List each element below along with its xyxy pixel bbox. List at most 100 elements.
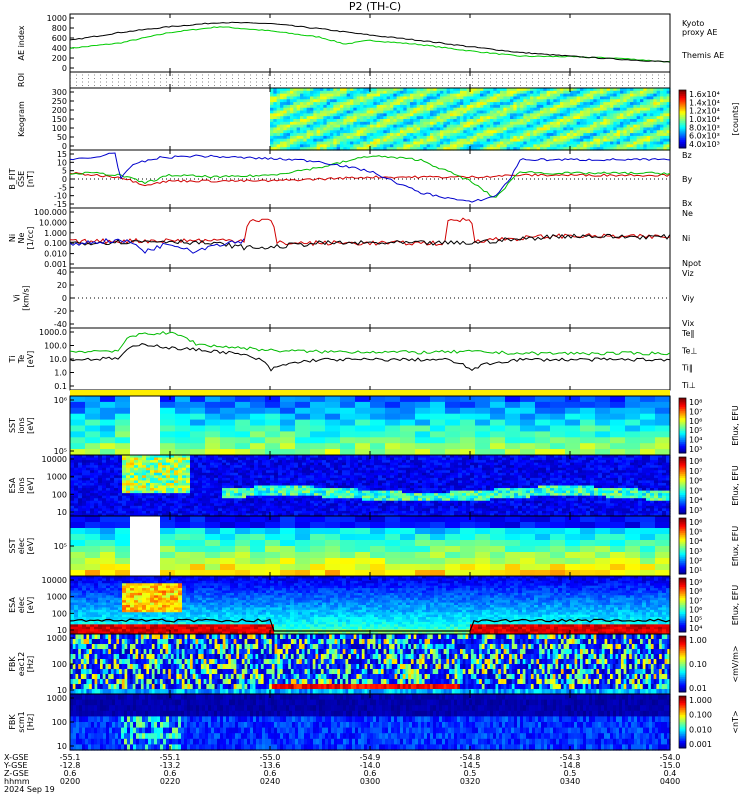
keogram-cell [286,96,291,100]
keogram-cell [383,147,388,151]
keogram-cell [556,104,561,109]
keogram-cell [353,96,358,100]
keogram-cell [340,96,344,100]
keogram-cell [583,135,588,140]
esa_ion-cell [186,455,191,459]
keogram-cell [553,138,558,143]
sst_ion-cell [175,401,191,409]
keogram-cell [590,102,594,106]
keogram-cell [323,127,328,131]
esa_ion-cell [206,485,211,489]
esa_ion-cell [306,467,311,471]
sst_ion-cell [115,431,131,438]
keogram-cell [543,99,548,103]
esa_ion-cell [134,503,139,507]
keogram-cell [440,107,444,112]
esa_ion-cell [150,503,155,507]
keogram-cell [323,135,328,140]
keogram-cell [306,107,311,112]
esa_ion-cell [302,460,307,464]
keogram-cell [370,127,374,131]
esa_ion-cell [134,477,139,482]
keogram-cell [583,88,588,92]
keogram-cell [653,104,658,109]
keogram-cell [280,93,284,98]
sst_ion-cell [565,443,581,450]
esa_ion-cell [130,510,135,515]
keogram-cell [276,127,281,131]
esa_ion-cell [134,457,139,461]
keogram-cell [503,141,508,145]
esa_ion-cell [186,510,191,515]
esa_ion-cell [146,488,151,492]
keogram-cell [413,135,418,140]
keogram-cell [540,107,544,112]
keogram-cell [610,93,614,98]
esa_ion-cell [114,503,119,507]
keogram-cell [600,113,604,117]
keogram-cell [430,113,434,117]
esa_ion-cell [290,510,295,515]
esa_ion-cell [194,510,199,515]
keogram-cell [360,127,364,131]
esa_ion-cell [246,513,251,517]
keogram-cell [560,113,564,117]
keogram-cell [556,88,561,92]
keogram-cell [560,133,564,137]
keogram-cell [383,88,388,92]
esa_ion-cell [70,470,75,474]
density-series-ne [69,217,671,247]
keogram-cell [553,93,558,98]
keogram-cell [603,93,608,98]
keogram-cell [440,135,444,140]
sst_ion-cell [190,425,206,432]
esa_ion-cell [82,503,87,507]
sst_ion-cell [355,413,371,421]
keogram-cell [316,107,321,112]
esa_ion-cell [162,472,167,476]
keogram-cell [576,130,581,134]
esa_ion-cell [70,513,75,517]
esa_ion-cell [134,455,139,459]
keogram-cell [396,90,401,95]
esa_ion-cell [74,467,79,471]
esa_ion-cell [190,470,195,474]
esa_ion-cell [274,490,279,494]
esa_ion-cell [274,467,279,471]
sst_ion-cell [100,401,116,409]
keogram-cell [396,99,401,103]
esa_ion-cell [190,475,195,479]
esa_ion-cell [214,500,219,504]
keogram-cell [573,141,578,145]
esa_ion-cell [310,460,315,464]
esa_ion-cell [278,488,283,492]
esa_ion-cell [254,485,259,489]
esa_ion-cell [266,475,271,479]
keogram-cell [403,93,408,98]
keogram-cell [570,135,574,140]
esa_ion-cell [318,513,323,517]
keogram-cell [510,133,514,137]
keogram-cell [500,119,504,123]
esa_ion-cell [238,498,243,502]
sst_ion-cell [340,431,356,438]
keogram-cell [293,135,298,140]
esa_ion-cell [174,505,179,509]
esa_ion-cell [74,488,79,492]
esa_ion-cell [154,465,159,469]
keogram-cell [526,141,531,145]
keogram-cell [653,133,658,137]
keogram-cell [476,88,481,92]
sst_ion-cell [295,425,311,432]
sst_ion-cell [145,413,161,421]
keogram-cell [523,135,528,140]
esa_ion-cell [166,482,171,487]
sst_ion-cell [610,443,626,450]
keogram-cell [436,113,441,117]
keogram-cell [413,93,418,98]
keogram-cell [623,113,628,117]
sst_ion-cell [460,419,476,427]
keogram-cell [556,127,561,131]
esa_ion-cell [86,455,91,459]
keogram-cell [600,90,604,95]
